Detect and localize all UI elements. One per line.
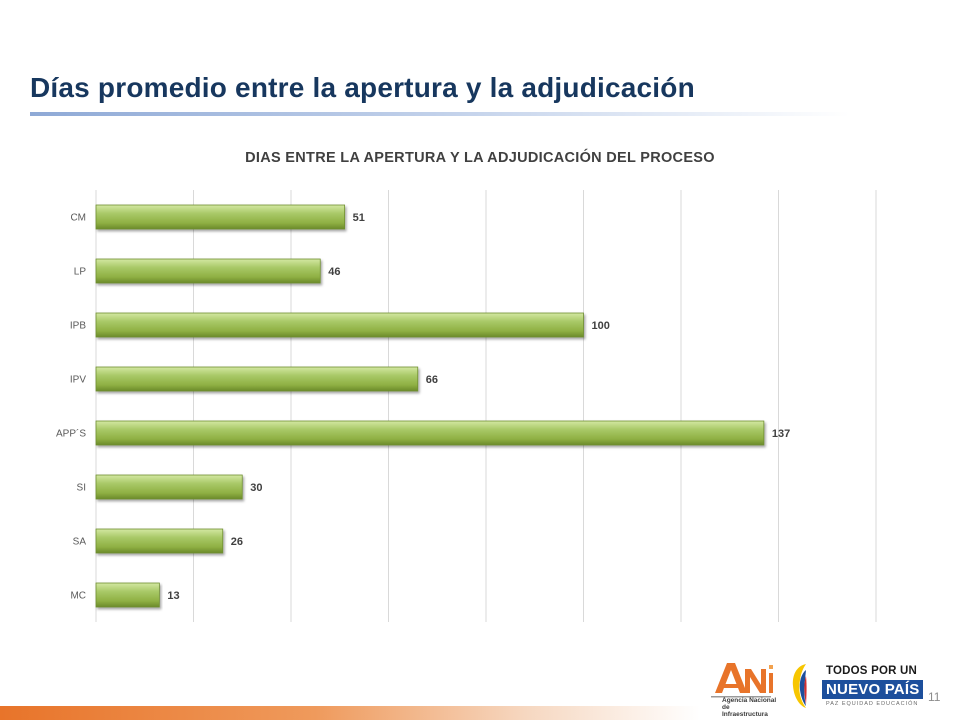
bars xyxy=(95,204,765,608)
page-number: 11 xyxy=(928,690,941,704)
bar-mc xyxy=(95,582,160,608)
gov-slogan-line1: TODOS POR UN xyxy=(826,665,918,677)
gov-slogan-line3: PAZ EQUIDAD EDUCACIÓN xyxy=(826,701,919,707)
category-tick-label: MC xyxy=(70,591,86,602)
bar-apps xyxy=(95,420,765,446)
title-underline xyxy=(30,112,850,116)
category-tick-label: SI xyxy=(77,483,86,494)
bar-si xyxy=(95,474,243,500)
bar-sa xyxy=(95,528,224,554)
labels: CM 51 LP 46 IPB 100 IPV 66 APP´S 137 SI 30 SA 26 MC 13 xyxy=(56,212,790,602)
footer-accent-bar xyxy=(0,706,700,720)
colombia-flag-logo xyxy=(792,664,807,708)
chart-title: DIAS ENTRE LA APERTURA Y LA ADJUDICACIÓN… xyxy=(245,150,715,166)
category-tick-label: IPB xyxy=(70,321,86,332)
category-tick-label: APP´S xyxy=(56,428,86,440)
data-label: 26 xyxy=(231,536,243,548)
bar-ipb xyxy=(95,312,584,338)
gridlines xyxy=(95,190,877,622)
category-tick-label: LP xyxy=(74,267,87,278)
ani-logo-caption: Agencia Nacional de Infraestructura xyxy=(722,697,777,718)
data-label: 100 xyxy=(592,320,610,332)
data-label: 46 xyxy=(328,266,340,278)
data-label: 66 xyxy=(426,374,438,386)
bar-ipv xyxy=(95,366,419,392)
data-label: 51 xyxy=(353,212,365,224)
gov-slogan-line2: NUEVO PAÍS xyxy=(822,680,924,699)
category-tick-label: IPV xyxy=(70,375,86,386)
data-label: 137 xyxy=(772,428,790,440)
slide-title: Días promedio entre la apertura y la adj… xyxy=(30,72,695,103)
data-label: 13 xyxy=(167,590,179,602)
category-tick-label: SA xyxy=(73,537,87,548)
data-label: 30 xyxy=(250,482,262,494)
ani-logo xyxy=(711,663,773,698)
bar-lp xyxy=(95,258,321,284)
category-tick-label: CM xyxy=(70,213,86,224)
bar-chart: CM 51 LP 46 IPB 100 IPV 66 APP´S 137 SI 30 SA 26 MC 13 xyxy=(56,190,877,622)
bar-cm xyxy=(95,204,346,230)
